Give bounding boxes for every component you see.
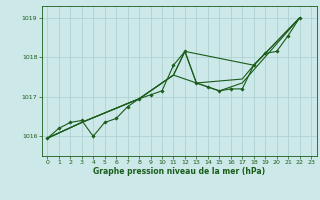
X-axis label: Graphe pression niveau de la mer (hPa): Graphe pression niveau de la mer (hPa) (93, 167, 265, 176)
